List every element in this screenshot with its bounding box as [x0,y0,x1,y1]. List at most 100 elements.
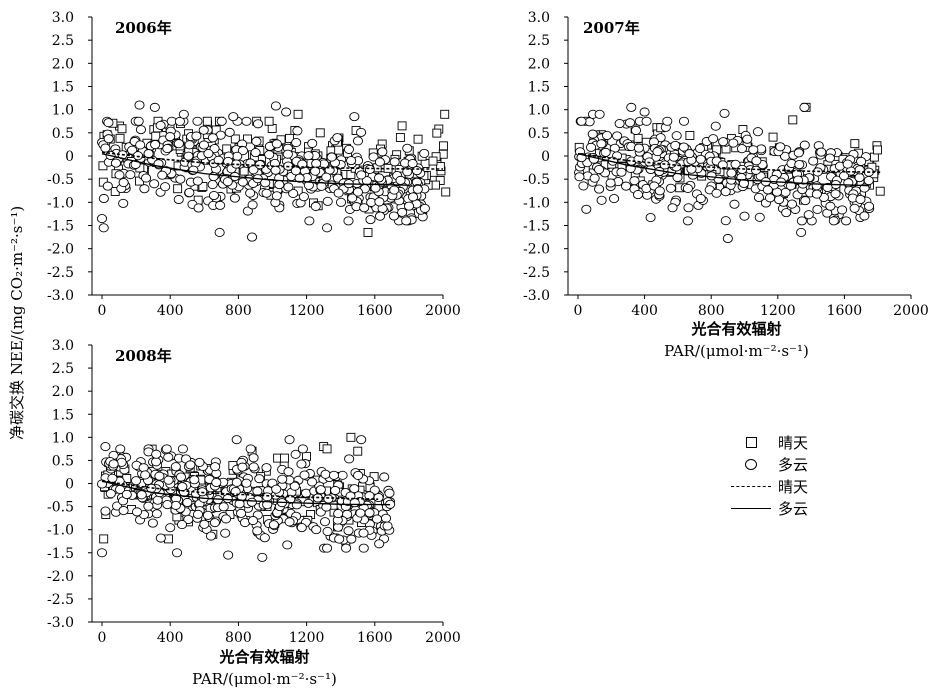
cloudy-data-point [812,204,823,214]
cloudy-data-point [163,452,174,462]
cloudy-data-point [781,208,792,218]
cloudy-data-point [173,194,184,205]
cloudy-data-point [726,168,737,178]
sunny-data-point [788,115,798,125]
legend-label: 多云 [778,499,809,518]
cloudy-data-point [236,508,247,518]
x-tick-label: 400 [631,303,658,319]
cloudy-data-point [824,153,835,163]
cloudy-data-point [135,125,147,135]
cloudy-data-point [220,528,231,538]
legend-label: 晴天 [778,433,809,452]
cloudy-data-point [574,172,585,182]
cloudy-data-point [199,519,210,529]
cloudy-data-point [319,517,331,527]
cloudy-data-point [291,138,302,148]
cloudy-data-point [402,167,413,177]
sunny-data-point [315,128,325,138]
cloudy-data-point [793,175,804,185]
cloudy-data-point [356,127,367,137]
cloudy-data-point [722,233,733,244]
cloudy-data-point [107,473,118,483]
cloudy-data-point [141,173,152,183]
cloudy-data-point [346,156,357,166]
cloudy-data-point [170,500,181,510]
cloudy-data-point [837,205,848,215]
x-tick-label: 400 [157,630,184,646]
y-tick-label: 3.0 [528,10,550,26]
cloudy-data-point [223,550,234,560]
solid-line-icon [731,507,771,509]
cloudy-data-point [192,509,204,519]
sunny-data-point [117,124,127,134]
cloudy-data-point [184,140,195,150]
cloudy-data-point [160,182,171,192]
cloudy-data-point [796,216,807,226]
y-tick-label: 1.0 [52,430,74,446]
cloudy-data-point [602,130,613,141]
cloudy-data-point [261,188,272,198]
cloudy-data-point [216,116,227,126]
cloudy-data-point [655,133,666,143]
cloudy-data-point [728,138,739,148]
cloudy-data-point [594,184,605,194]
cloudy-data-point [211,477,222,488]
cloudy-data-point [322,196,333,206]
cloudy-data-point [609,194,620,204]
cloudy-data-point [203,149,214,159]
cloudy-data-point [250,148,261,158]
y-tick-label: -1.0 [523,195,550,211]
sunny-data-point [428,156,438,166]
y-tick-label: -0.5 [47,500,74,516]
sunny-data-point [432,128,442,138]
cloudy-data-point [165,132,176,142]
cloudy-data-point [115,444,126,454]
y-tick-label: -1.5 [47,546,74,562]
cloudy-data-point [774,195,785,205]
cloudy-data-point [337,470,348,480]
cloudy-data-point [720,216,731,226]
cloudy-data-point [103,118,114,128]
cloudy-data-point [245,444,256,454]
y-tick-label: 1.0 [52,103,74,119]
sunny-data-point [264,116,274,126]
cloudy-data-point [152,495,163,505]
cloudy-data-point [184,187,195,198]
cloudy-data-point [388,211,400,221]
x-tick-label: 1600 [827,303,863,319]
sunny-data-point [768,132,778,142]
cloudy-data-point [616,167,627,177]
cloudy-data-point [218,502,229,512]
y-tick-label: 1.5 [52,407,74,423]
sunny-data-point [435,162,445,171]
cloudy-data-point [283,182,294,192]
cloudy-data-point [678,142,689,152]
y-tick-label: -2.5 [523,265,550,281]
cloudy-data-point [389,157,400,167]
cloudy-data-point [143,149,154,159]
cloudy-data-point [332,133,343,143]
cloudy-data-point [322,543,333,553]
cloudy-data-point [100,506,111,516]
cloudy-data-point [140,470,151,480]
y-tick-label: 3.0 [52,10,74,26]
cloudy-data-point [96,213,108,224]
cloudy-data-point [178,109,189,119]
cloudy-data-point [775,142,786,152]
cloudy-data-point [127,145,138,155]
cloudy-data-point [198,140,210,150]
cloudy-data-point [364,491,375,501]
cloudy-data-point [155,533,166,543]
y-tick-label: -0.5 [47,172,74,188]
y-tick-label: -1.0 [47,195,74,211]
cloudy-data-point [192,116,203,126]
sunny-data-point [441,187,451,197]
cloudy-data-point [375,211,386,221]
y-tick-label: 1.5 [52,80,74,96]
cloudy-data-point [404,201,415,211]
cloudy-trend-line [577,153,870,187]
cloudy-data-point [323,494,334,504]
cloudy-data-point [118,505,129,516]
cloudy-data-point [364,508,375,518]
cloudy-data-point [407,192,419,202]
